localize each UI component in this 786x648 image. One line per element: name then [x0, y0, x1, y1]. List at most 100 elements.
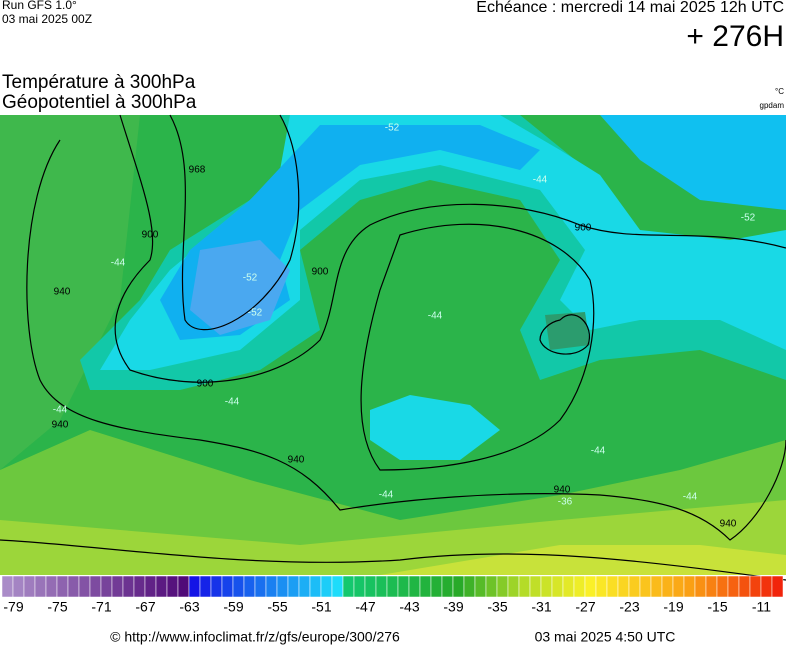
colorbar-tick-label: -47 — [355, 599, 375, 615]
colorbar-tick-label: -31 — [531, 599, 551, 615]
colorbar-swatch — [639, 575, 652, 598]
field-region — [600, 115, 786, 210]
colorbar-swatch — [419, 575, 432, 598]
colorbar-swatch — [188, 575, 201, 598]
colorbar-swatch — [573, 575, 586, 598]
colorbar-swatch — [331, 575, 344, 598]
colorbar-swatch — [452, 575, 465, 598]
colorbar-tick-label: -39 — [443, 599, 463, 615]
colorbar-swatch — [408, 575, 421, 598]
colorbar-swatch — [430, 575, 443, 598]
colorbar-swatch — [45, 575, 58, 598]
colorbar-swatch — [254, 575, 267, 598]
map-labels: 968 900 900 900 900 940 940 940 940 940 -52 -52 -52 -… — [52, 123, 756, 530]
colorbar-tick-label: -75 — [47, 599, 67, 615]
contour-label: 940 — [288, 455, 305, 466]
colorbar-swatch — [34, 575, 47, 598]
colorbar-swatch — [23, 575, 36, 598]
contour-line — [26, 139, 786, 541]
colorbar-tick-label: -19 — [663, 599, 683, 615]
colorbar-swatch — [606, 575, 619, 598]
colorbar-tick-label: -71 — [91, 599, 111, 615]
colorbar-swatch — [584, 575, 597, 598]
generated-time: 03 mai 2025 4:50 UTC — [535, 629, 676, 645]
colorbar-swatch — [727, 575, 740, 598]
colorbar-tick-label: -15 — [707, 599, 727, 615]
contour-label: 940 — [554, 485, 571, 496]
colorbar-swatch — [199, 575, 212, 598]
colorbar-swatch — [551, 575, 564, 598]
colorbar-swatch — [342, 575, 355, 598]
colorbar-swatch — [56, 575, 69, 598]
colorbar-swatch — [694, 575, 707, 598]
colorbar-swatch — [67, 575, 80, 598]
colorbar-tick-label: -43 — [399, 599, 419, 615]
geopotential-contours — [0, 114, 786, 581]
colorbar-swatch — [683, 575, 696, 598]
colorbar-swatch — [353, 575, 366, 598]
temperature-label: -44 — [591, 446, 606, 457]
colorbar-tick-label: -79 — [3, 599, 23, 615]
temperature-title: Température à 300hPa — [2, 72, 196, 93]
colorbar-swatch — [276, 575, 289, 598]
contour-label: 900 — [312, 267, 329, 278]
colorbar-swatch — [287, 575, 300, 598]
temperature-label: -52 — [243, 273, 258, 284]
contour-line — [539, 314, 590, 355]
colorbar-swatch — [518, 575, 531, 598]
colorbar-swatch — [155, 575, 168, 598]
colorbar-swatch — [617, 575, 630, 598]
colorbar-tick-label: -67 — [135, 599, 155, 615]
colorbar-swatch — [661, 575, 674, 598]
colorbar-tick-label: -55 — [267, 599, 287, 615]
run-label: Run GFS 1.0° — [2, 0, 77, 12]
temperature-label: -52 — [741, 213, 756, 224]
contour-label: 900 — [142, 230, 159, 241]
colorbar-swatch — [111, 575, 124, 598]
colorbar-swatch — [89, 575, 102, 598]
temperature-label: -44 — [111, 258, 126, 269]
contour-label: 940 — [720, 519, 737, 530]
colorbar-tick-label: -59 — [223, 599, 243, 615]
run-date: 03 mai 2025 00Z — [2, 12, 92, 26]
colorbar: -79 -75 -71 -67 -63 -59 -55 -51 -47 -43 -39 -35 -31 -… — [1, 575, 784, 615]
contour-label: 900 — [575, 223, 592, 234]
colorbar-swatch — [397, 575, 410, 598]
colorbar-tick-label: -27 — [575, 599, 595, 615]
colorbar-tick-label: -11 — [752, 599, 771, 615]
field-region — [370, 395, 500, 460]
source-url: © http://www.infoclimat.fr/z/gfs/europe/… — [110, 629, 400, 645]
colorbar-swatch — [441, 575, 454, 598]
colorbar-swatch — [562, 575, 575, 598]
temperature-label: -44 — [428, 311, 443, 322]
contour-line — [169, 114, 300, 331]
colorbar-swatch — [771, 575, 784, 598]
contour-line — [0, 539, 786, 581]
temperature-label: -44 — [225, 397, 240, 408]
colorbar-swatch — [78, 575, 91, 598]
colorbar-swatch — [705, 575, 718, 598]
colorbar-swatch — [243, 575, 256, 598]
colorbar-swatch — [177, 575, 190, 598]
contour-line — [360, 223, 595, 471]
colorbar-swatch — [375, 575, 388, 598]
colorbar-swatch — [485, 575, 498, 598]
colorbar-swatch — [221, 575, 234, 598]
field-region — [190, 240, 290, 335]
colorbar-swatch — [716, 575, 729, 598]
contour-label: 940 — [54, 287, 71, 298]
temperature-label: -44 — [53, 405, 68, 416]
map-area: 968 900 900 900 900 940 940 940 940 940 -52 -52 -52 -… — [0, 114, 786, 581]
colorbar-tick-label: -35 — [487, 599, 507, 615]
contour-line — [114, 114, 786, 383]
temperature-label: -44 — [533, 175, 548, 186]
colorbar-swatch — [672, 575, 685, 598]
geopotential-unit: gpdam — [760, 101, 785, 110]
colorbar-swatch — [628, 575, 641, 598]
colorbar-swatch — [133, 575, 146, 598]
colorbar-swatch — [650, 575, 663, 598]
colorbar-tick-label: -23 — [619, 599, 639, 615]
colorbar-swatch — [320, 575, 333, 598]
colorbar-swatch — [122, 575, 135, 598]
